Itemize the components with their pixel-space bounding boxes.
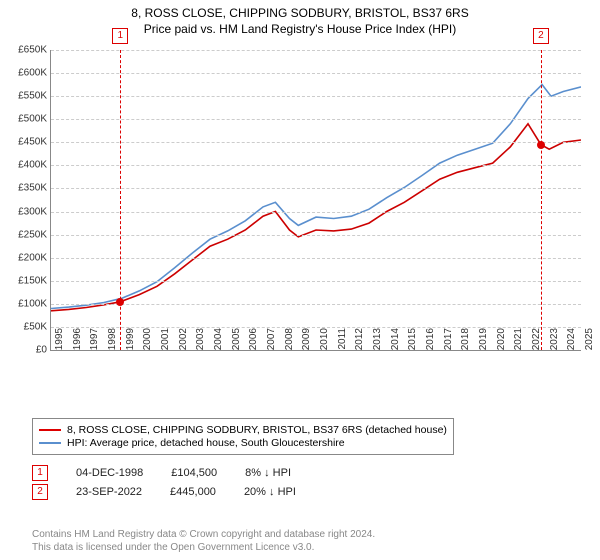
- title-subtitle: Price paid vs. HM Land Registry's House …: [0, 22, 600, 36]
- marker-badge-1-icon: 1: [32, 465, 48, 481]
- x-axis-label: 2025: [584, 328, 595, 358]
- footer-line-2: This data is licensed under the Open Gov…: [32, 541, 375, 554]
- x-axis-label: 2015: [407, 328, 418, 358]
- legend-label-2: HPI: Average price, detached house, Sout…: [67, 437, 345, 449]
- legend-box: 8, ROSS CLOSE, CHIPPING SODBURY, BRISTOL…: [32, 418, 454, 455]
- y-axis-label: £250K: [2, 229, 47, 240]
- x-axis-label: 2007: [266, 328, 277, 358]
- x-axis-label: 2003: [195, 328, 206, 358]
- marker-dot-1: [116, 298, 124, 306]
- x-axis-label: 1996: [72, 328, 83, 358]
- marker-badge-2-icon: 2: [32, 484, 48, 500]
- marker-dot-2: [537, 141, 545, 149]
- marker-badge-2: 2: [533, 28, 549, 44]
- annot-2-price: £445,000: [170, 486, 216, 498]
- x-axis-label: 2023: [549, 328, 560, 358]
- x-axis-label: 2004: [213, 328, 224, 358]
- y-axis-label: £550K: [2, 91, 47, 102]
- annot-2-date: 23-SEP-2022: [76, 486, 142, 498]
- y-axis-label: £500K: [2, 114, 47, 125]
- x-axis-label: 1998: [107, 328, 118, 358]
- y-axis-label: £300K: [2, 206, 47, 217]
- annotation-row-2: 2 23-SEP-2022 £445,000 20% ↓ HPI: [32, 484, 582, 500]
- y-axis-label: £600K: [2, 68, 47, 79]
- swatch-red-icon: [39, 429, 61, 431]
- annot-1-price: £104,500: [171, 467, 217, 479]
- x-axis-label: 2009: [301, 328, 312, 358]
- footer: Contains HM Land Registry data © Crown c…: [32, 528, 375, 554]
- plot-area: £0£50K£100K£150K£200K£250K£300K£350K£400…: [50, 50, 581, 351]
- x-axis-label: 2016: [425, 328, 436, 358]
- y-axis-label: £650K: [2, 45, 47, 56]
- x-axis-label: 2019: [478, 328, 489, 358]
- marker-badge-1: 1: [112, 28, 128, 44]
- x-axis-label: 1997: [89, 328, 100, 358]
- line-canvas: [51, 50, 581, 350]
- x-axis-label: 2011: [337, 328, 348, 358]
- x-axis-label: 2020: [496, 328, 507, 358]
- y-axis-label: £450K: [2, 137, 47, 148]
- x-axis-label: 2002: [178, 328, 189, 358]
- marker-line-2: [541, 50, 542, 350]
- y-axis-label: £400K: [2, 160, 47, 171]
- footer-line-1: Contains HM Land Registry data © Crown c…: [32, 528, 375, 541]
- x-axis-label: 2012: [354, 328, 365, 358]
- annotation-row-1: 1 04-DEC-1998 £104,500 8% ↓ HPI: [32, 465, 582, 481]
- x-axis-label: 2001: [160, 328, 171, 358]
- legend-block: 8, ROSS CLOSE, CHIPPING SODBURY, BRISTOL…: [32, 418, 582, 503]
- x-axis-label: 2017: [443, 328, 454, 358]
- y-axis-label: £350K: [2, 183, 47, 194]
- legend-row-price: 8, ROSS CLOSE, CHIPPING SODBURY, BRISTOL…: [39, 424, 447, 436]
- legend-label-1: 8, ROSS CLOSE, CHIPPING SODBURY, BRISTOL…: [67, 424, 447, 436]
- annot-2-delta: 20% ↓ HPI: [244, 486, 296, 498]
- y-axis-label: £100K: [2, 298, 47, 309]
- x-axis-label: 2008: [284, 328, 295, 358]
- annot-1-delta: 8% ↓ HPI: [245, 467, 291, 479]
- y-axis-label: £150K: [2, 275, 47, 286]
- x-axis-label: 1995: [54, 328, 65, 358]
- x-axis-label: 2006: [248, 328, 259, 358]
- chart-titles: 8, ROSS CLOSE, CHIPPING SODBURY, BRISTOL…: [0, 0, 600, 36]
- y-axis-label: £0: [2, 345, 47, 356]
- x-axis-label: 2010: [319, 328, 330, 358]
- legend-row-hpi: HPI: Average price, detached house, Sout…: [39, 437, 447, 449]
- y-axis-label: £50K: [2, 321, 47, 332]
- x-axis-label: 2024: [566, 328, 577, 358]
- swatch-blue-icon: [39, 442, 61, 444]
- series-hpi: [51, 85, 581, 309]
- x-axis-label: 1999: [125, 328, 136, 358]
- x-axis-label: 2000: [142, 328, 153, 358]
- x-axis-label: 2013: [372, 328, 383, 358]
- x-axis-label: 2005: [231, 328, 242, 358]
- title-address: 8, ROSS CLOSE, CHIPPING SODBURY, BRISTOL…: [0, 6, 600, 20]
- x-axis-label: 2014: [390, 328, 401, 358]
- annot-1-date: 04-DEC-1998: [76, 467, 143, 479]
- x-axis-label: 2021: [513, 328, 524, 358]
- chart: £0£50K£100K£150K£200K£250K£300K£350K£400…: [50, 50, 580, 400]
- annotation-rows: 1 04-DEC-1998 £104,500 8% ↓ HPI 2 23-SEP…: [32, 465, 582, 500]
- y-axis-label: £200K: [2, 252, 47, 263]
- x-axis-label: 2018: [460, 328, 471, 358]
